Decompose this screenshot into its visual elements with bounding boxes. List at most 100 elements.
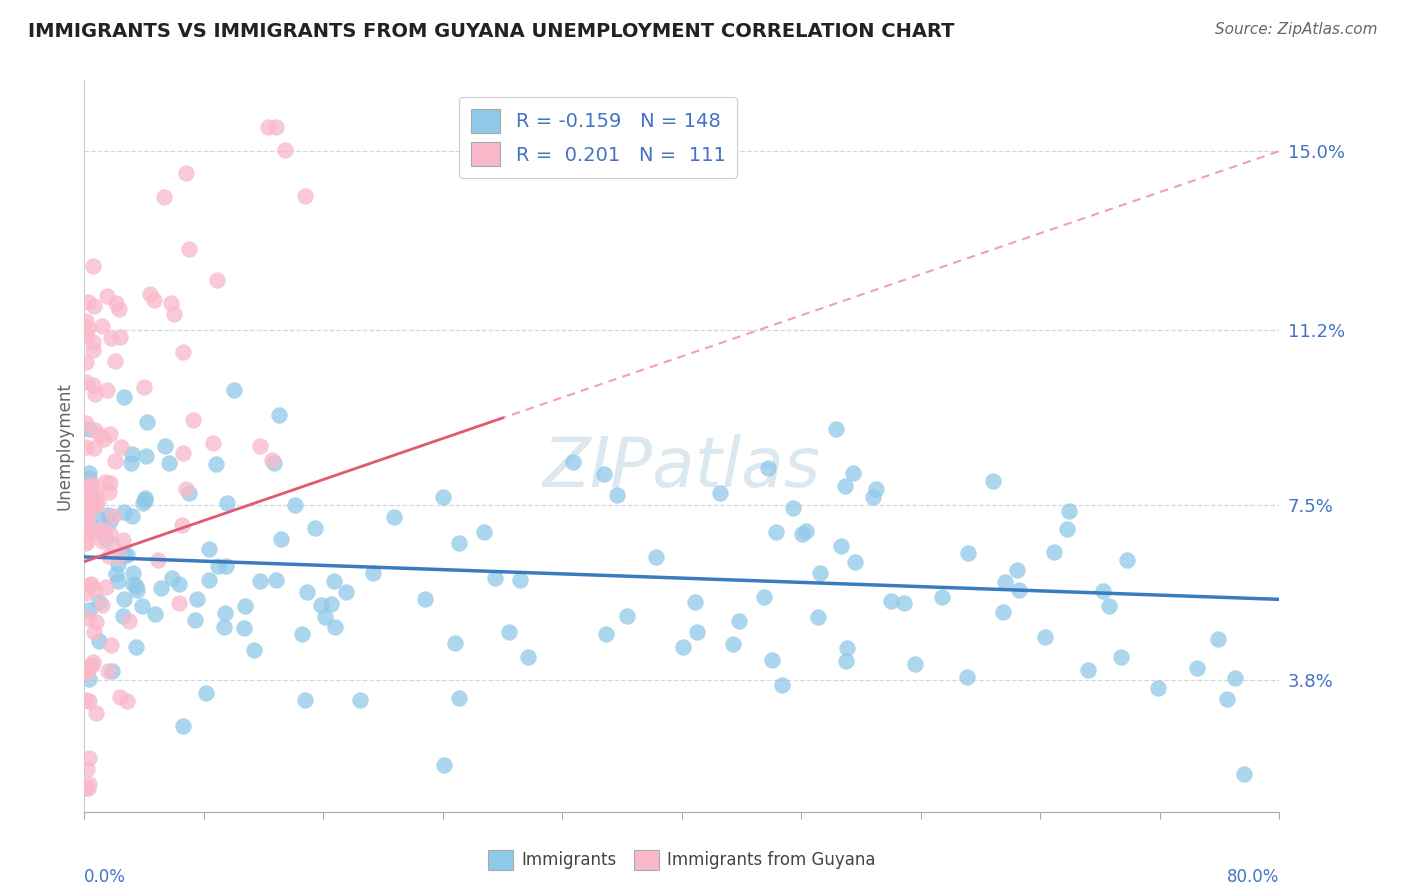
Point — [121, 447, 143, 461]
Point — [84, 499, 107, 513]
Point — [160, 295, 183, 310]
Point — [561, 455, 583, 469]
Point — [709, 485, 731, 500]
Point — [77, 672, 100, 686]
Point — [993, 605, 1015, 619]
Point — [77, 777, 100, 791]
Point — [82, 377, 104, 392]
Point — [830, 539, 852, 553]
Point — [172, 719, 194, 733]
Point — [83, 523, 105, 537]
Point — [87, 633, 110, 648]
Point — [792, 526, 814, 541]
Point — [100, 638, 122, 652]
Text: IMMIGRANTS VS IMMIGRANTS FROM GUYANA UNEMPLOYMENT CORRELATION CHART: IMMIGRANTS VS IMMIGRANTS FROM GUYANA UNE… — [28, 22, 955, 41]
Point — [824, 422, 846, 436]
Point — [994, 575, 1017, 590]
Point — [97, 665, 120, 679]
Point — [105, 295, 128, 310]
Point — [77, 321, 100, 335]
Point — [89, 428, 111, 442]
Point — [335, 585, 357, 599]
Point — [835, 653, 858, 667]
Text: 0.0%: 0.0% — [84, 868, 127, 887]
Point — [217, 496, 239, 510]
Point — [112, 391, 135, 405]
Point — [184, 613, 207, 627]
Point — [80, 498, 103, 512]
Point — [79, 578, 101, 592]
Point — [834, 478, 856, 492]
Point — [94, 532, 117, 546]
Point — [135, 449, 157, 463]
Point — [110, 690, 132, 704]
Point — [1092, 583, 1115, 598]
Point — [1043, 545, 1066, 559]
Point — [1216, 691, 1239, 706]
Point — [96, 580, 118, 594]
Point — [82, 655, 104, 669]
Point — [75, 666, 97, 681]
Point — [207, 558, 229, 573]
Point — [672, 640, 695, 655]
Point — [264, 573, 287, 587]
Point — [77, 602, 100, 616]
Point — [1187, 661, 1209, 675]
Point — [122, 566, 145, 580]
Point — [249, 439, 271, 453]
Point — [595, 627, 617, 641]
Point — [1223, 671, 1246, 685]
Point — [80, 658, 103, 673]
Point — [80, 482, 103, 496]
Point — [1109, 650, 1132, 665]
Point — [283, 498, 305, 512]
Point — [177, 485, 200, 500]
Point — [1057, 504, 1080, 518]
Point — [931, 590, 953, 604]
Point — [264, 120, 287, 135]
Point — [214, 606, 236, 620]
Point — [75, 508, 97, 522]
Point — [432, 490, 454, 504]
Point — [194, 686, 217, 700]
Point — [83, 441, 105, 455]
Point — [75, 535, 97, 549]
Point — [112, 548, 135, 562]
Point — [142, 293, 165, 308]
Legend: Immigrants, Immigrants from Guyana: Immigrants, Immigrants from Guyana — [482, 843, 882, 877]
Point — [96, 383, 118, 397]
Point — [75, 314, 97, 328]
Point — [75, 693, 97, 707]
Point — [841, 467, 863, 481]
Point — [77, 295, 100, 310]
Point — [108, 549, 131, 563]
Point — [723, 637, 745, 651]
Point — [1077, 664, 1099, 678]
Point — [75, 781, 97, 796]
Point — [77, 694, 100, 708]
Point — [76, 762, 98, 776]
Point — [981, 475, 1004, 489]
Point — [862, 490, 884, 504]
Point — [728, 614, 751, 628]
Point — [84, 706, 107, 721]
Point — [1033, 630, 1056, 644]
Point — [1098, 599, 1121, 613]
Point — [136, 415, 159, 429]
Point — [212, 620, 235, 634]
Point — [198, 541, 221, 556]
Point — [86, 511, 108, 525]
Point — [294, 693, 316, 707]
Text: 80.0%: 80.0% — [1227, 868, 1279, 887]
Point — [754, 591, 776, 605]
Point — [75, 586, 97, 600]
Point — [474, 524, 496, 539]
Point — [79, 500, 101, 514]
Point — [87, 595, 110, 609]
Point — [80, 477, 103, 491]
Point — [517, 650, 540, 665]
Point — [263, 457, 285, 471]
Point — [304, 521, 326, 535]
Point — [807, 610, 830, 624]
Point — [233, 599, 256, 614]
